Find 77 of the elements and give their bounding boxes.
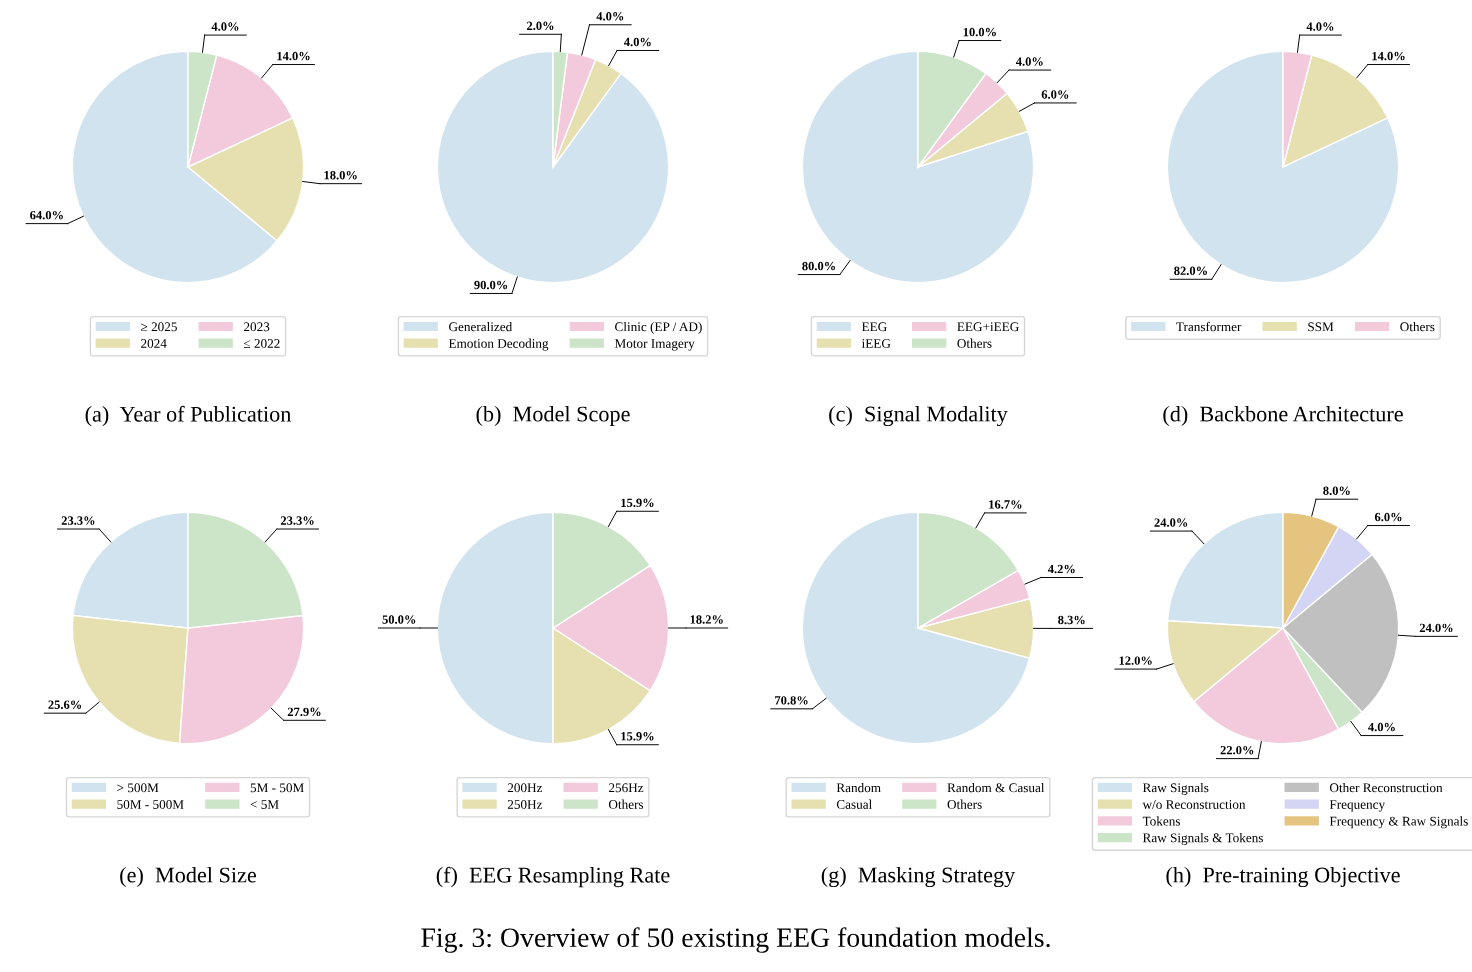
text: (f) EEG Resampling Rate	[436, 866, 670, 888]
legend-label: Others	[957, 338, 992, 348]
legend-label: Motor Imagery	[614, 339, 695, 351]
legend-label: 256Hz	[609, 783, 644, 793]
legend-label: Raw Signals	[1142, 782, 1209, 795]
legend-label: Emotion Decoding	[448, 338, 549, 351]
data-label: 15.9%	[621, 732, 654, 741]
legend-label: Others	[608, 799, 644, 809]
data-label: 82.0%	[1174, 266, 1207, 276]
data-label: 15.9%	[621, 498, 654, 508]
data-label: 14.0%	[277, 51, 310, 61]
data-label: 2.0%	[527, 21, 554, 31]
legend-label: 200Hz	[507, 783, 543, 793]
data-label: 4.2%	[1047, 564, 1075, 574]
data-label: 50.0%	[382, 615, 416, 624]
legend-label: Transformer	[1176, 321, 1242, 332]
text: (a) Year of Publication	[85, 405, 292, 427]
data-label: 8.3%	[1058, 615, 1085, 625]
data-label: 16.7%	[989, 500, 1022, 509]
legend-label: Raw Signals & Tokens	[1142, 832, 1263, 845]
data-label: 70.8%	[775, 696, 808, 705]
legend-label: Generalized	[449, 321, 513, 332]
data-label: 80.0%	[802, 261, 836, 271]
legend-label: EEG	[861, 322, 887, 332]
legend-label: 2023	[244, 322, 270, 332]
legend-label: Frequency & Raw Signals	[1329, 816, 1468, 829]
text: (h) Pre-training Objective	[1166, 866, 1400, 888]
data-label: 10.0%	[963, 27, 996, 37]
legend-label: iEEG	[861, 339, 891, 348]
data-label: 4.0%	[211, 22, 239, 31]
legend-label: SSM	[1308, 322, 1334, 332]
data-label: 6.0%	[1041, 90, 1069, 99]
data-label: 24.0%	[1419, 623, 1453, 633]
legend-label: Frequency	[1329, 800, 1386, 812]
data-label: 4.0%	[596, 12, 624, 21]
text: (g) Masking Strategy	[821, 866, 1016, 888]
data-label: 12.0%	[1119, 656, 1152, 665]
data-label: 4.0%	[623, 37, 651, 47]
data-label: 6.0%	[1374, 512, 1402, 522]
legend-label: Others	[1400, 321, 1435, 332]
data-label: 27.9%	[287, 707, 321, 717]
data-label: 25.6%	[48, 700, 82, 709]
text: (b) Model Scope	[476, 405, 630, 427]
legend-label: Other Reconstruction	[1329, 782, 1443, 793]
legend-label: EEG+iEEG	[957, 322, 1019, 332]
data-label: 90.0%	[474, 280, 508, 290]
data-label: 64.0%	[30, 210, 63, 220]
legend-label: ≤ 2022	[243, 339, 280, 348]
data-label: 4.0%	[1015, 57, 1043, 66]
data-label: 24.0%	[1154, 518, 1188, 527]
legend-label: Tokens	[1142, 816, 1180, 826]
data-label: 18.2%	[690, 615, 723, 624]
data-label: 4.0%	[1368, 722, 1395, 732]
legend-label: < 5M	[250, 800, 279, 809]
legend-label: Clinic (EP / AD)	[615, 321, 702, 334]
text: (c) Signal Modality	[829, 405, 1008, 427]
legend-label: 50M - 500M	[117, 800, 184, 809]
caption: Fig. 3: Overview of 50 existing EEG foundation models.	[421, 927, 1050, 953]
text: (e) Model Size	[120, 866, 257, 888]
legend-label: 5M - 50M	[250, 783, 304, 793]
legend-label: ≥ 2025	[141, 322, 177, 332]
legend-label: 250Hz	[507, 800, 543, 809]
data-label: 23.3%	[61, 516, 95, 525]
legend-label: Casual	[836, 799, 872, 809]
data-label: 23.3%	[280, 516, 314, 525]
text: (d) Backbone Architecture	[1163, 405, 1403, 427]
data-label: 4.0%	[1306, 22, 1334, 31]
legend-label: w/o Reconstruction	[1142, 800, 1246, 809]
legend-label: > 500M	[117, 783, 159, 793]
legend-label: Random & Casual	[947, 782, 1045, 793]
data-label: 22.0%	[1220, 745, 1254, 755]
data-label: 14.0%	[1372, 51, 1405, 61]
data-label: 8.0%	[1323, 486, 1350, 495]
legend-label: Random	[836, 782, 881, 793]
legend-label: Others	[947, 799, 982, 809]
data-label: 18.0%	[324, 170, 357, 180]
legend-label: 2024	[141, 339, 167, 348]
